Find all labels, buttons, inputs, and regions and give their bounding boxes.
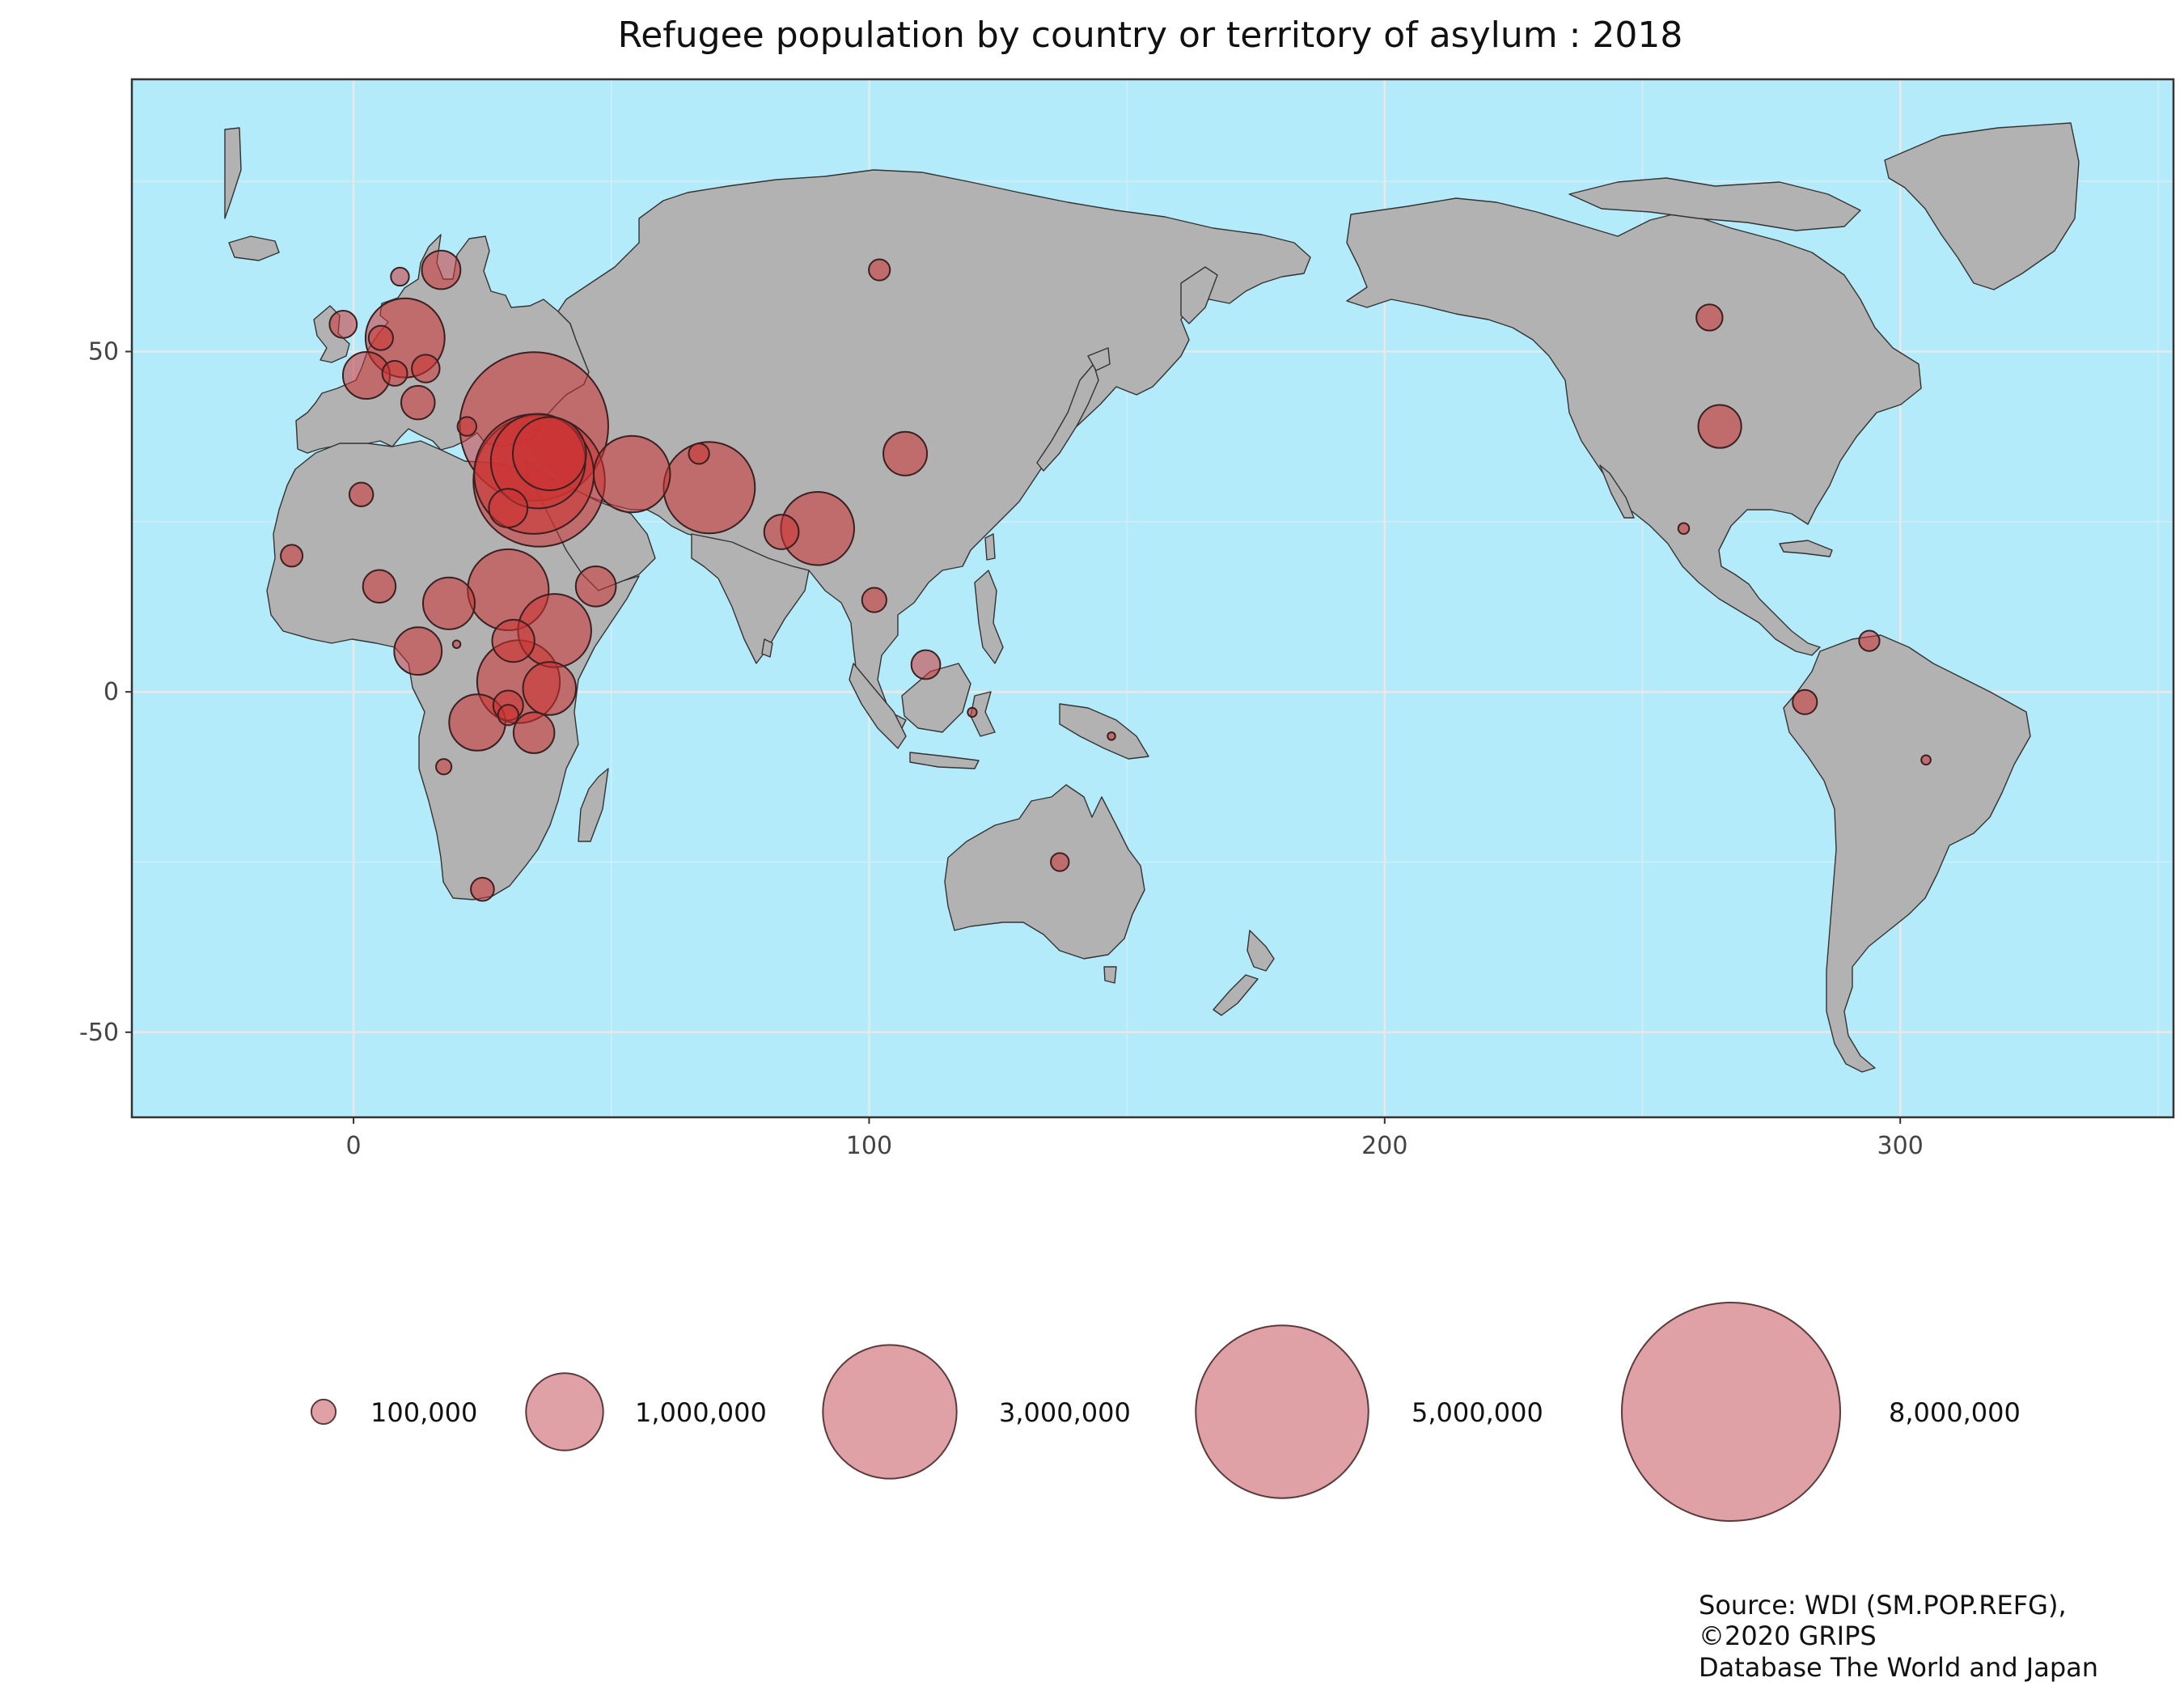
bubble-russia — [868, 258, 891, 282]
legend-bubble — [1195, 1324, 1369, 1499]
bubble-central-african-republic — [451, 639, 462, 650]
bubble-canada — [1695, 303, 1724, 332]
land-greenland-edge — [224, 127, 242, 219]
land-cuba — [1779, 540, 1833, 557]
bubble-italy — [400, 384, 436, 421]
source-line-3: Database The World and Japan — [1699, 1652, 2098, 1683]
size-legend: 100,000 1,000,000 3,000,000 5,000,000 8,000,… — [310, 1302, 2021, 1522]
land-arctic-islands — [1568, 177, 1861, 231]
land-hokkaido — [1087, 347, 1111, 371]
bubble-mauritania — [280, 544, 304, 568]
land-japan — [1036, 363, 1099, 472]
bubble-niger — [362, 569, 397, 604]
x-tick-label: 0 — [346, 1132, 362, 1160]
bubble-norway — [390, 266, 410, 287]
bubble-egypt — [488, 488, 529, 528]
bubble-venezuela — [1858, 629, 1881, 652]
bubble-malaysia — [910, 649, 942, 680]
y-tick-label: 0 — [104, 678, 119, 706]
x-tick-label: 100 — [846, 1132, 892, 1160]
legend-label: 5,000,000 — [1412, 1397, 1543, 1428]
bubble-burundi — [497, 704, 519, 727]
bubble-chad — [421, 576, 476, 630]
bubble-brazil — [1920, 754, 1932, 766]
land-java — [909, 752, 980, 769]
bubble-netherlands — [367, 324, 394, 351]
bubble-cameroon — [393, 626, 443, 676]
legend-label: 8,000,000 — [1889, 1397, 2021, 1428]
y-axis-ticks: 50 0 -50 — [79, 338, 132, 1047]
land-new-guinea — [1059, 703, 1149, 760]
land-kamchatka — [1180, 266, 1218, 324]
land-taiwan — [984, 533, 996, 561]
source-line-2: ©2020 GRIPS — [1699, 1621, 1877, 1651]
bubble-afghanistan — [688, 443, 710, 465]
source-line-1: Source: WDI (SM.POP.REFG), — [1699, 1590, 2067, 1621]
bubble-australia — [1050, 852, 1070, 872]
land-sumatra — [849, 663, 907, 749]
bubble-china — [882, 430, 929, 477]
bubble-thailand — [861, 587, 887, 613]
x-axis-ticks: 0 100 200 300 — [346, 1117, 1924, 1160]
x-tick-label: 200 — [1361, 1132, 1407, 1160]
x-tick-label: 300 — [1877, 1132, 1924, 1160]
land-australia — [944, 784, 1145, 960]
chart-title: Refugee population by country or territo… — [618, 15, 1683, 56]
y-tick-label: -50 — [79, 1019, 119, 1047]
land-srilanka — [761, 638, 773, 658]
refugee-bubbles — [280, 249, 1932, 902]
land-baja — [1599, 464, 1635, 519]
bubble-papua-new-guinea — [1107, 731, 1116, 741]
land-philippines — [974, 570, 1004, 664]
bubble-austria — [411, 354, 441, 383]
bubble-syria — [511, 416, 587, 492]
bubble-south-africa — [470, 876, 495, 902]
legend-bubble — [822, 1344, 958, 1480]
bubble-indonesia — [967, 706, 978, 718]
land-madagascar — [578, 768, 609, 842]
bubble-united-states — [1697, 404, 1742, 449]
bubble-sweden — [421, 249, 462, 290]
land-nz-north — [1246, 930, 1275, 972]
bubble-angola — [435, 758, 453, 776]
bubble-greece — [456, 416, 477, 437]
bubble-india — [763, 514, 800, 550]
bubble-iran — [593, 434, 671, 514]
land-iceland — [228, 235, 280, 261]
bubble-united-kingdom — [328, 309, 358, 339]
bubble-mexico — [1677, 522, 1691, 536]
land-greenland — [1884, 122, 2080, 290]
land-south-america — [1783, 634, 2031, 1073]
bubble-algeria — [348, 481, 375, 507]
legend-bubble — [525, 1372, 604, 1451]
bubble-ecuador — [1792, 688, 1818, 715]
legend-label: 3,000,000 — [999, 1397, 1131, 1428]
source-note: Source: WDI (SM.POP.REFG), ©2020 GRIPS D… — [1699, 1590, 2098, 1683]
y-tick-label: 50 — [88, 338, 119, 366]
land-tasmania — [1103, 966, 1117, 984]
bubble-switzerland — [381, 359, 408, 387]
bubble-yemen — [574, 565, 617, 608]
bubble-south-sudan — [491, 618, 535, 663]
plot-panel — [130, 78, 2175, 1119]
legend-label: 100,000 — [370, 1397, 477, 1428]
legend-bubble — [1621, 1302, 1841, 1522]
legend-label: 1,000,000 — [635, 1397, 767, 1428]
plot-border — [130, 78, 2175, 1119]
legend-bubble — [310, 1398, 337, 1426]
bubble-tanzania — [512, 711, 556, 754]
land-north-america — [1346, 197, 1922, 656]
land-nz-south — [1213, 974, 1259, 1016]
bubble-kenya — [522, 661, 577, 716]
